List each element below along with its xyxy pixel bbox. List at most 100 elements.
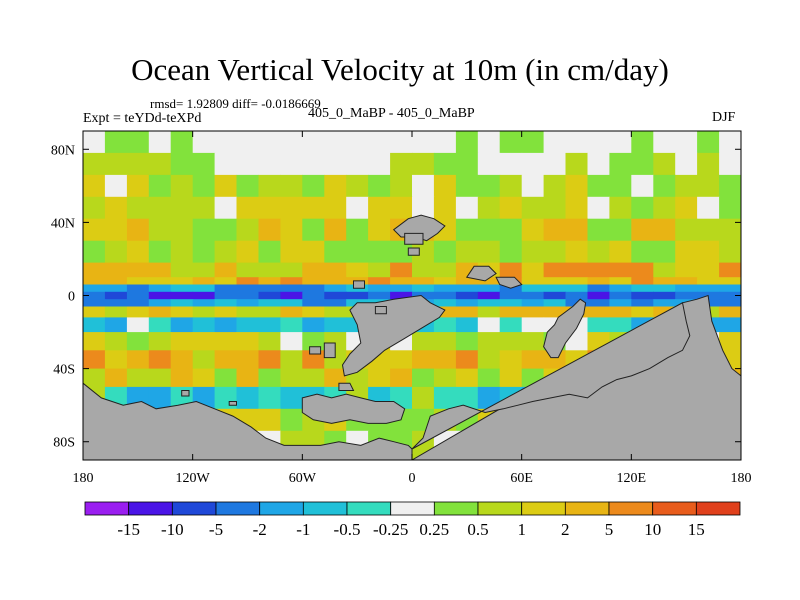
field-cell: [499, 332, 523, 351]
field-cell: [280, 299, 303, 308]
field-cell: [412, 174, 435, 198]
field-cell: [126, 317, 150, 333]
field-cell: [83, 284, 106, 293]
field-cell: [280, 218, 303, 242]
y-tick-label: 80S: [53, 436, 75, 451]
field-cell: [587, 218, 610, 242]
field-cell: [280, 152, 303, 176]
field-cell: [236, 368, 259, 388]
field-cell: [587, 291, 610, 300]
field-cell: [280, 262, 303, 278]
field-cell: [719, 284, 741, 293]
field-cell: [126, 284, 150, 293]
field-cell: [346, 240, 369, 264]
field-cell: [258, 350, 281, 370]
field-cell: [170, 174, 194, 198]
colorbar-label: -5: [209, 520, 223, 539]
field-cell: [148, 131, 172, 154]
field-cell: [719, 317, 741, 333]
field-cell: [258, 277, 281, 286]
field-cell: [543, 152, 567, 176]
colorbar-label: 2: [561, 520, 570, 539]
field-cell: [302, 196, 325, 220]
field-cell: [433, 386, 457, 410]
field-cell: [477, 332, 501, 351]
field-cell: [258, 240, 281, 264]
field-cell: [236, 131, 259, 154]
field-cell: [412, 262, 435, 278]
field-cell: [455, 350, 479, 370]
field-cell: [104, 174, 128, 198]
field-cell: [631, 218, 654, 242]
field-cell: [214, 368, 238, 388]
field-cell: [499, 240, 523, 264]
field-cell: [258, 386, 281, 410]
field-cell: [170, 317, 194, 333]
field-cell: [412, 152, 435, 176]
field-cell: [236, 306, 259, 319]
field-cell: [346, 218, 369, 242]
field-cell: [104, 332, 128, 351]
field-cell: [697, 152, 720, 176]
colorbar-label: -15: [117, 520, 140, 539]
field-cell: [368, 277, 391, 286]
field-cell: [192, 306, 216, 319]
colorbar-label: -0.5: [334, 520, 361, 539]
field-cell: [609, 284, 632, 293]
colorbar-label: -10: [161, 520, 184, 539]
field-cell: [412, 291, 435, 300]
field-cell: [346, 131, 369, 154]
field-cell: [214, 240, 238, 264]
field-cell: [280, 332, 303, 351]
colorbar-swatch: [390, 501, 435, 516]
field-cell: [324, 317, 347, 333]
field-cell: [565, 174, 588, 198]
field-cell: [346, 262, 369, 278]
field-cell: [214, 317, 238, 333]
field-cell: [126, 174, 150, 198]
field-cell: [412, 284, 435, 293]
colorbar-swatch: [477, 501, 523, 516]
field-cell: [719, 240, 741, 264]
field-cell: [214, 174, 238, 198]
field-cell: [170, 368, 194, 388]
field-cell: [214, 284, 238, 293]
field-cell: [192, 196, 216, 220]
field-cell: [390, 284, 413, 293]
field-cell: [302, 291, 325, 300]
field-cell: [609, 291, 632, 300]
field-cell: [565, 291, 588, 300]
field-cell: [719, 291, 741, 300]
field-cell: [631, 284, 654, 293]
field-cell: [587, 317, 610, 333]
land-antarctic-east: [411, 302, 691, 450]
colorbar-label: 15: [688, 520, 705, 539]
field-cell: [390, 131, 413, 154]
field-cell: [104, 368, 128, 388]
field-cell: [258, 306, 281, 319]
field-cell: [433, 262, 457, 278]
field-cell: [104, 218, 128, 242]
field-cell: [719, 152, 741, 176]
colorbar-swatch: [521, 501, 566, 516]
field-cell: [346, 174, 369, 198]
field-cell: [631, 131, 654, 154]
colorbar-label: -1: [296, 520, 310, 539]
field-cell: [433, 284, 457, 293]
field-cell: [258, 284, 281, 293]
field-cell: [368, 284, 391, 293]
field-cell: [587, 299, 610, 308]
field-cell: [631, 174, 654, 198]
field-cell: [390, 196, 413, 220]
land-africa-south: [323, 342, 336, 359]
season-label: DJF: [712, 110, 736, 125]
field-cell: [565, 262, 588, 278]
field-cell: [697, 240, 720, 264]
field-cell: [170, 262, 194, 278]
field-cell: [455, 299, 479, 308]
field-cell: [302, 262, 325, 278]
y-tick-label: 80N: [51, 143, 75, 158]
field-cell: [631, 196, 654, 220]
field: [83, 131, 741, 460]
